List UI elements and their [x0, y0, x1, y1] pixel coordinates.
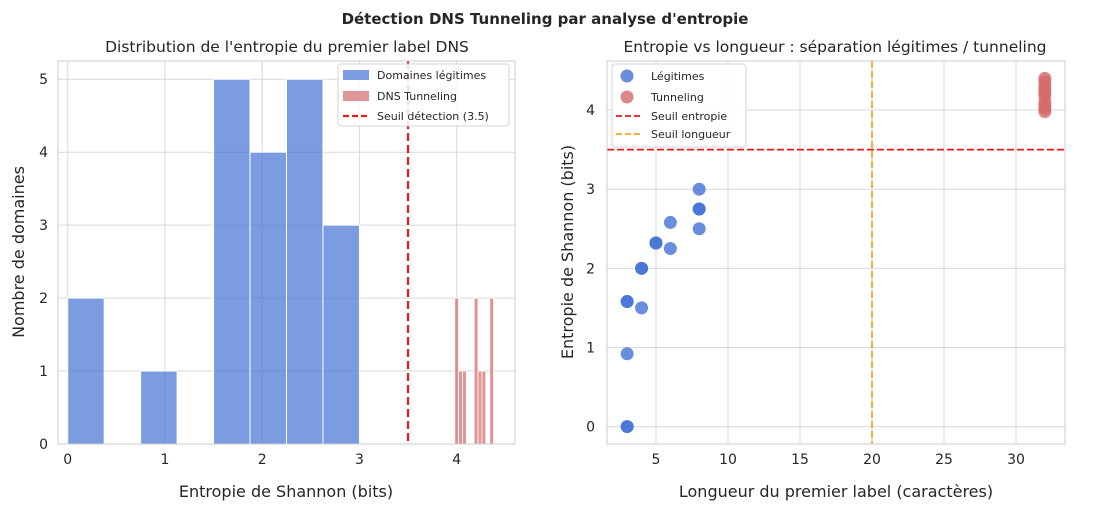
scatter-x-tick-label: 15 [791, 452, 809, 468]
scatter-frame [606, 60, 1066, 445]
histogram-x-tick-label: 2 [258, 452, 267, 468]
histogram-chart: Distribution de l'entropie du premier la… [9, 38, 516, 501]
scatter-points [620, 71, 1052, 434]
histogram-x-label: Entropie de Shannon (bits) [179, 482, 393, 501]
histogram-x-ticks: 0 1 2 3 4 [63, 452, 461, 468]
histogram-bar-tunnel [473, 297, 479, 445]
histogram-bar-tunnel [481, 370, 487, 445]
histogram-bars [67, 78, 495, 445]
histogram-legend-box [337, 63, 510, 127]
scatter-y-tick-label: 1 [586, 340, 595, 356]
scatter-point-legit [663, 242, 677, 256]
histogram-frame [57, 60, 516, 445]
legend-label-length-threshold: Seuil longueur [651, 128, 731, 141]
histogram-bar-legit [249, 151, 287, 445]
scatter-x-ticks: 5 10 15 20 25 30 [652, 452, 1025, 468]
histogram-bar-tunnel [454, 297, 460, 445]
figure-suptitle: Détection DNS Tunneling par analyse d'en… [342, 10, 749, 28]
histogram-bar-legit [67, 297, 105, 445]
scatter-x-tick-label: 10 [719, 452, 737, 468]
scatter-point-legit [649, 236, 663, 250]
histogram-y-ticks: 0 1 2 3 4 5 [39, 72, 48, 453]
histogram-y-tick-label: 5 [39, 72, 48, 88]
histogram-bar-legit [140, 370, 178, 445]
scatter-y-tick-label: 4 [586, 103, 595, 119]
scatter-point-legit [635, 261, 649, 275]
scatter-chart: Entropie vs longueur : séparation légiti… [558, 38, 1066, 501]
scatter-legend: Légitimes Tunneling Seuil entropie Seuil… [611, 63, 747, 148]
histogram-y-tick-label: 2 [39, 291, 48, 307]
histogram-x-tick-label: 3 [355, 452, 364, 468]
histogram-y-tick-label: 0 [39, 437, 48, 453]
scatter-point-legit [635, 301, 649, 315]
scatter-y-tick-label: 0 [586, 420, 595, 436]
scatter-y-ticks: 0 1 2 3 4 [586, 103, 595, 436]
scatter-point-legit [692, 182, 706, 196]
legend-label-threshold: Seuil détection (3.5) [377, 110, 489, 123]
histogram-x-tick-label: 4 [452, 452, 461, 468]
legend-label-entropy-threshold: Seuil entropie [651, 110, 727, 123]
histogram-y-tick-label: 3 [39, 218, 48, 234]
scatter-x-label: Longueur du premier label (caractères) [679, 482, 993, 501]
scatter-point-legit [692, 222, 706, 236]
histogram-bar-tunnel [458, 370, 463, 445]
scatter-y-label: Entropie de Shannon (bits) [558, 145, 577, 359]
histogram-x-tick-label: 1 [160, 452, 169, 468]
histogram-y-tick-label: 1 [39, 364, 48, 380]
legend-marker-tunnel [620, 90, 634, 104]
histogram-x-tick-label: 0 [63, 452, 72, 468]
scatter-legend-box [611, 63, 747, 148]
histogram-bar-tunnel [489, 297, 495, 445]
legend-label-legit: Domaines légitimes [377, 69, 486, 82]
scatter-title: Entropie vs longueur : séparation légiti… [623, 38, 1046, 56]
scatter-x-tick-label: 5 [652, 452, 661, 468]
scatter-x-tick-label: 30 [1007, 452, 1025, 468]
histogram-y-tick-label: 4 [39, 145, 48, 161]
scatter-point-legit [620, 420, 634, 434]
histogram-bar-legit [213, 78, 251, 445]
scatter-x-tick-label: 25 [935, 452, 953, 468]
histogram-legend: Domaines légitimes DNS Tunneling Seuil d… [337, 63, 510, 127]
histogram-bar-tunnel [477, 370, 483, 445]
scatter-y-tick-label: 2 [586, 261, 595, 277]
histogram-bar-legit [322, 224, 360, 445]
scatter-y-tick-label: 3 [586, 182, 595, 198]
scatter-point-legit [620, 295, 634, 309]
histogram-bar-legit [286, 78, 324, 445]
legend-label-legitimes: Légitimes [651, 70, 705, 83]
scatter-point-legit [692, 202, 706, 216]
scatter-point-legit [620, 347, 634, 361]
legend-marker-legit [620, 69, 634, 83]
scatter-point-tunnel [1038, 71, 1052, 85]
legend-swatch-legit [343, 70, 369, 80]
scatter-point-legit [663, 215, 677, 229]
legend-label-tunneling: Tunneling [650, 91, 704, 104]
scatter-x-tick-label: 20 [863, 452, 881, 468]
histogram-title: Distribution de l'entropie du premier la… [105, 38, 469, 56]
legend-swatch-tunnel [343, 91, 369, 101]
legend-label-tunnel: DNS Tunneling [377, 90, 457, 103]
histogram-bar-tunnel [462, 370, 467, 445]
histogram-y-label: Nombre de domaines [9, 166, 28, 338]
